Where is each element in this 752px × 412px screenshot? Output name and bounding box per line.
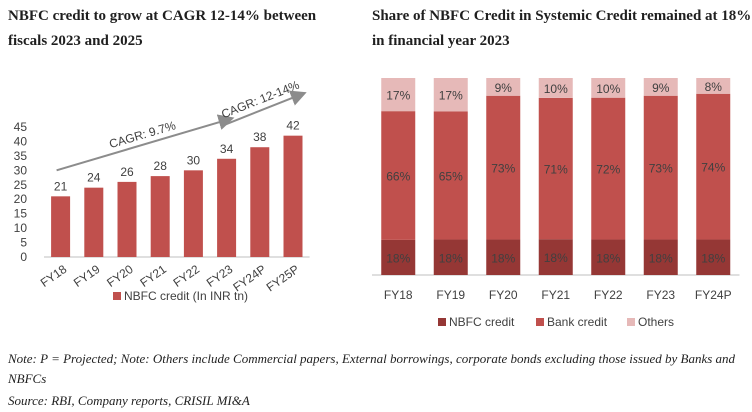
bar-fy18 [51,196,71,257]
segment-value-label: 18% [439,251,463,265]
segment-bank-credit-fy18 [381,111,416,240]
segment-others-fy18 [381,78,416,112]
segment-value-label: 17% [439,89,463,103]
cagr-9-7-arrow [56,114,235,172]
x-tick-label: FY19 [436,288,465,302]
segment-nbfc-credit-fy19 [433,239,468,275]
left-chart-title: NBFC credit to grow at CAGR 12-14% betwe… [8,8,317,49]
segment-value-label: 71% [544,163,568,177]
segment-others-fy24p [696,78,731,94]
legend-label: Bank credit [547,315,608,329]
y-tick-label: 35 [14,149,28,163]
right-chart-title-bold: financial year 2023 [388,33,510,49]
bar-value-label: 38 [253,130,267,144]
segment-value-label: 9% [495,81,513,95]
bar-fy22 [183,170,203,257]
bar-fy24p [250,147,270,257]
segment-value-label: 10% [596,82,620,96]
right-chart-title: Share of NBFC Credit in Systemic Credit … [372,4,752,54]
segment-value-label: 65% [439,170,463,184]
segment-value-label: 18% [701,251,725,265]
segment-value-label: 17% [386,89,410,103]
legend-label: NBFC credit [449,315,515,329]
segment-value-label: 72% [596,163,620,177]
chart-note: Note: P = Projected; Note: Others includ… [8,351,736,386]
bar-fy19 [84,187,104,257]
legend-swatch-nbfc-credit [438,318,446,326]
segment-value-label: 18% [649,251,673,265]
segment-nbfc-credit-fy23 [643,239,678,275]
segment-value-label: 73% [649,162,673,176]
segment-nbfc-credit-fy20 [486,239,521,275]
legend-swatch-nbfc-credit [113,292,121,300]
bar-value-label: 28 [154,159,168,173]
segment-value-label: 18% [491,251,515,265]
segment-nbfc-credit-fy22 [591,239,626,275]
segment-bank-credit-fy21 [538,97,573,240]
y-tick-label: 20 [14,192,28,206]
segment-bank-credit-fy23 [643,95,678,240]
segment-value-label: 8% [705,80,723,94]
segment-value-label: 10% [544,82,568,96]
credit-share-stacked-chart: 18% 66% 17% FY18 18% 65% 17% FY19 18% 73% 9% FY20 18… [372,78,740,329]
x-tick-label: FY23 [646,288,675,302]
segment-bank-credit-fy20 [486,95,521,240]
segment-nbfc-credit-fy24p [696,239,731,275]
segment-value-label: 9% [652,81,670,95]
segment-others-fy23 [643,78,678,96]
bar-value-label: 42 [286,119,300,133]
nbfc-credit-bar-chart: 05101520253035404521FY1824FY1926FY2028FY… [14,78,310,303]
legend-label: NBFC credit (In INR tn) [124,289,248,303]
bar-value-label: 26 [120,165,134,179]
bar-value-label: 24 [87,171,101,185]
segment-value-label: 18% [544,251,568,265]
y-tick-label: 10 [14,221,28,235]
bar-fy23 [217,158,237,257]
x-tick-label: FY20 [489,288,518,302]
segment-value-label: 18% [596,251,620,265]
segment-value-label: 73% [491,162,515,176]
legend-swatch-others [627,318,635,326]
segment-value-label: 74% [701,161,725,175]
y-tick-label: 30 [14,163,28,177]
legend-label: Others [638,315,674,329]
bar-value-label: 34 [220,142,234,156]
bar-fy25p [283,135,303,257]
cagr-12-14-arrow [224,90,307,126]
segment-value-label: 66% [386,170,410,184]
segment-bank-credit-fy24p [696,93,731,240]
bar-fy20 [117,181,137,257]
x-tick-label: FY18 [384,288,413,302]
segment-others-fy19 [433,78,468,112]
right-chart-title-plain: Share of NBFC Credit in Systemic Credit … [372,8,752,49]
segment-bank-credit-fy19 [433,111,468,240]
y-tick-label: 0 [20,250,27,264]
segment-nbfc-credit-fy18 [381,239,416,275]
y-tick-label: 15 [14,207,28,221]
y-tick-label: 40 [14,134,28,148]
y-tick-label: 45 [14,120,28,134]
segment-others-fy21 [538,78,573,98]
x-tick-label: FY21 [541,288,570,302]
bar-value-label: 30 [187,153,201,167]
segment-others-fy20 [486,78,521,96]
segment-value-label: 18% [386,251,410,265]
bar-fy21 [150,176,170,257]
x-tick-label: FY24P [695,288,732,302]
y-tick-label: 5 [20,236,27,250]
y-tick-label: 25 [14,178,28,192]
chart-source: Source: RBI, Company reports, CRISIL MI&… [8,393,250,408]
segment-others-fy22 [591,78,626,98]
segment-bank-credit-fy22 [591,97,626,240]
x-tick-label: FY22 [594,288,623,302]
legend-swatch-bank-credit [536,318,544,326]
segment-nbfc-credit-fy21 [538,239,573,275]
bar-value-label: 21 [54,179,68,193]
